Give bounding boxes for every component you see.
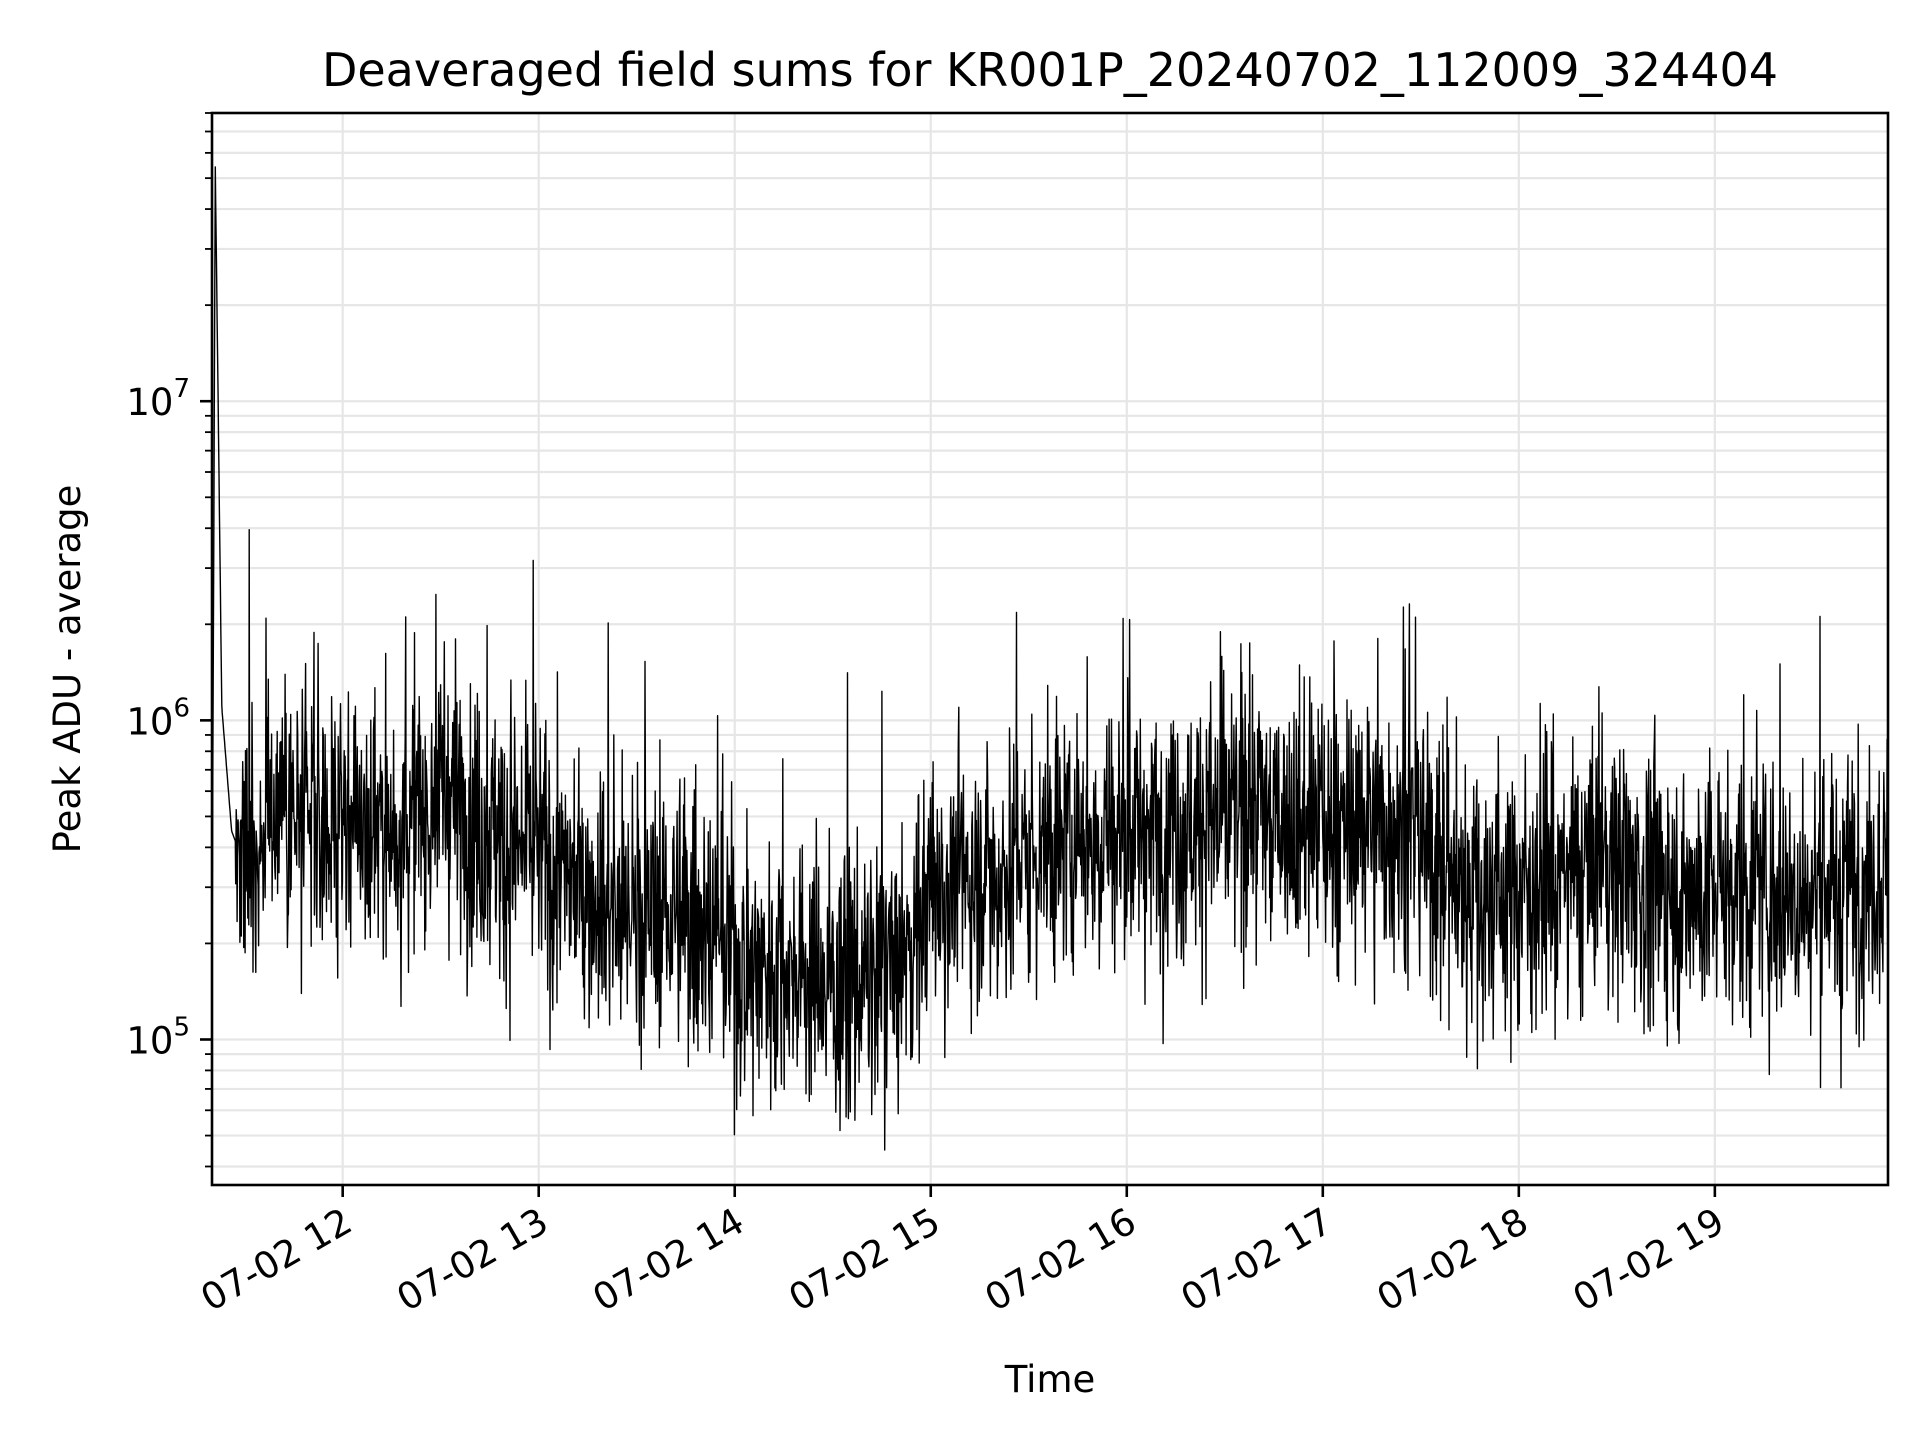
x-axis-label: Time bbox=[1004, 1358, 1096, 1401]
y-tick-label-base: 10 bbox=[126, 1019, 173, 1062]
series-line bbox=[211, 166, 1889, 1151]
y-axis-label: Peak ADU - average bbox=[46, 485, 89, 854]
y-tick-label: 105 bbox=[126, 1012, 190, 1062]
y-tick-label-base: 10 bbox=[126, 381, 173, 424]
y-tick-label-exponent: 5 bbox=[173, 1012, 190, 1042]
y-tick-label-base: 10 bbox=[126, 700, 173, 743]
plot-frame bbox=[210, 111, 1890, 1187]
chart-title: Deaveraged field sums for KR001P_2024070… bbox=[322, 43, 1778, 97]
y-tick-label-exponent: 6 bbox=[173, 693, 190, 723]
y-tick-label: 106 bbox=[126, 693, 190, 743]
y-tick-label-exponent: 7 bbox=[173, 374, 190, 404]
series-layer bbox=[211, 166, 1889, 1151]
y-tick-label: 107 bbox=[126, 374, 190, 424]
